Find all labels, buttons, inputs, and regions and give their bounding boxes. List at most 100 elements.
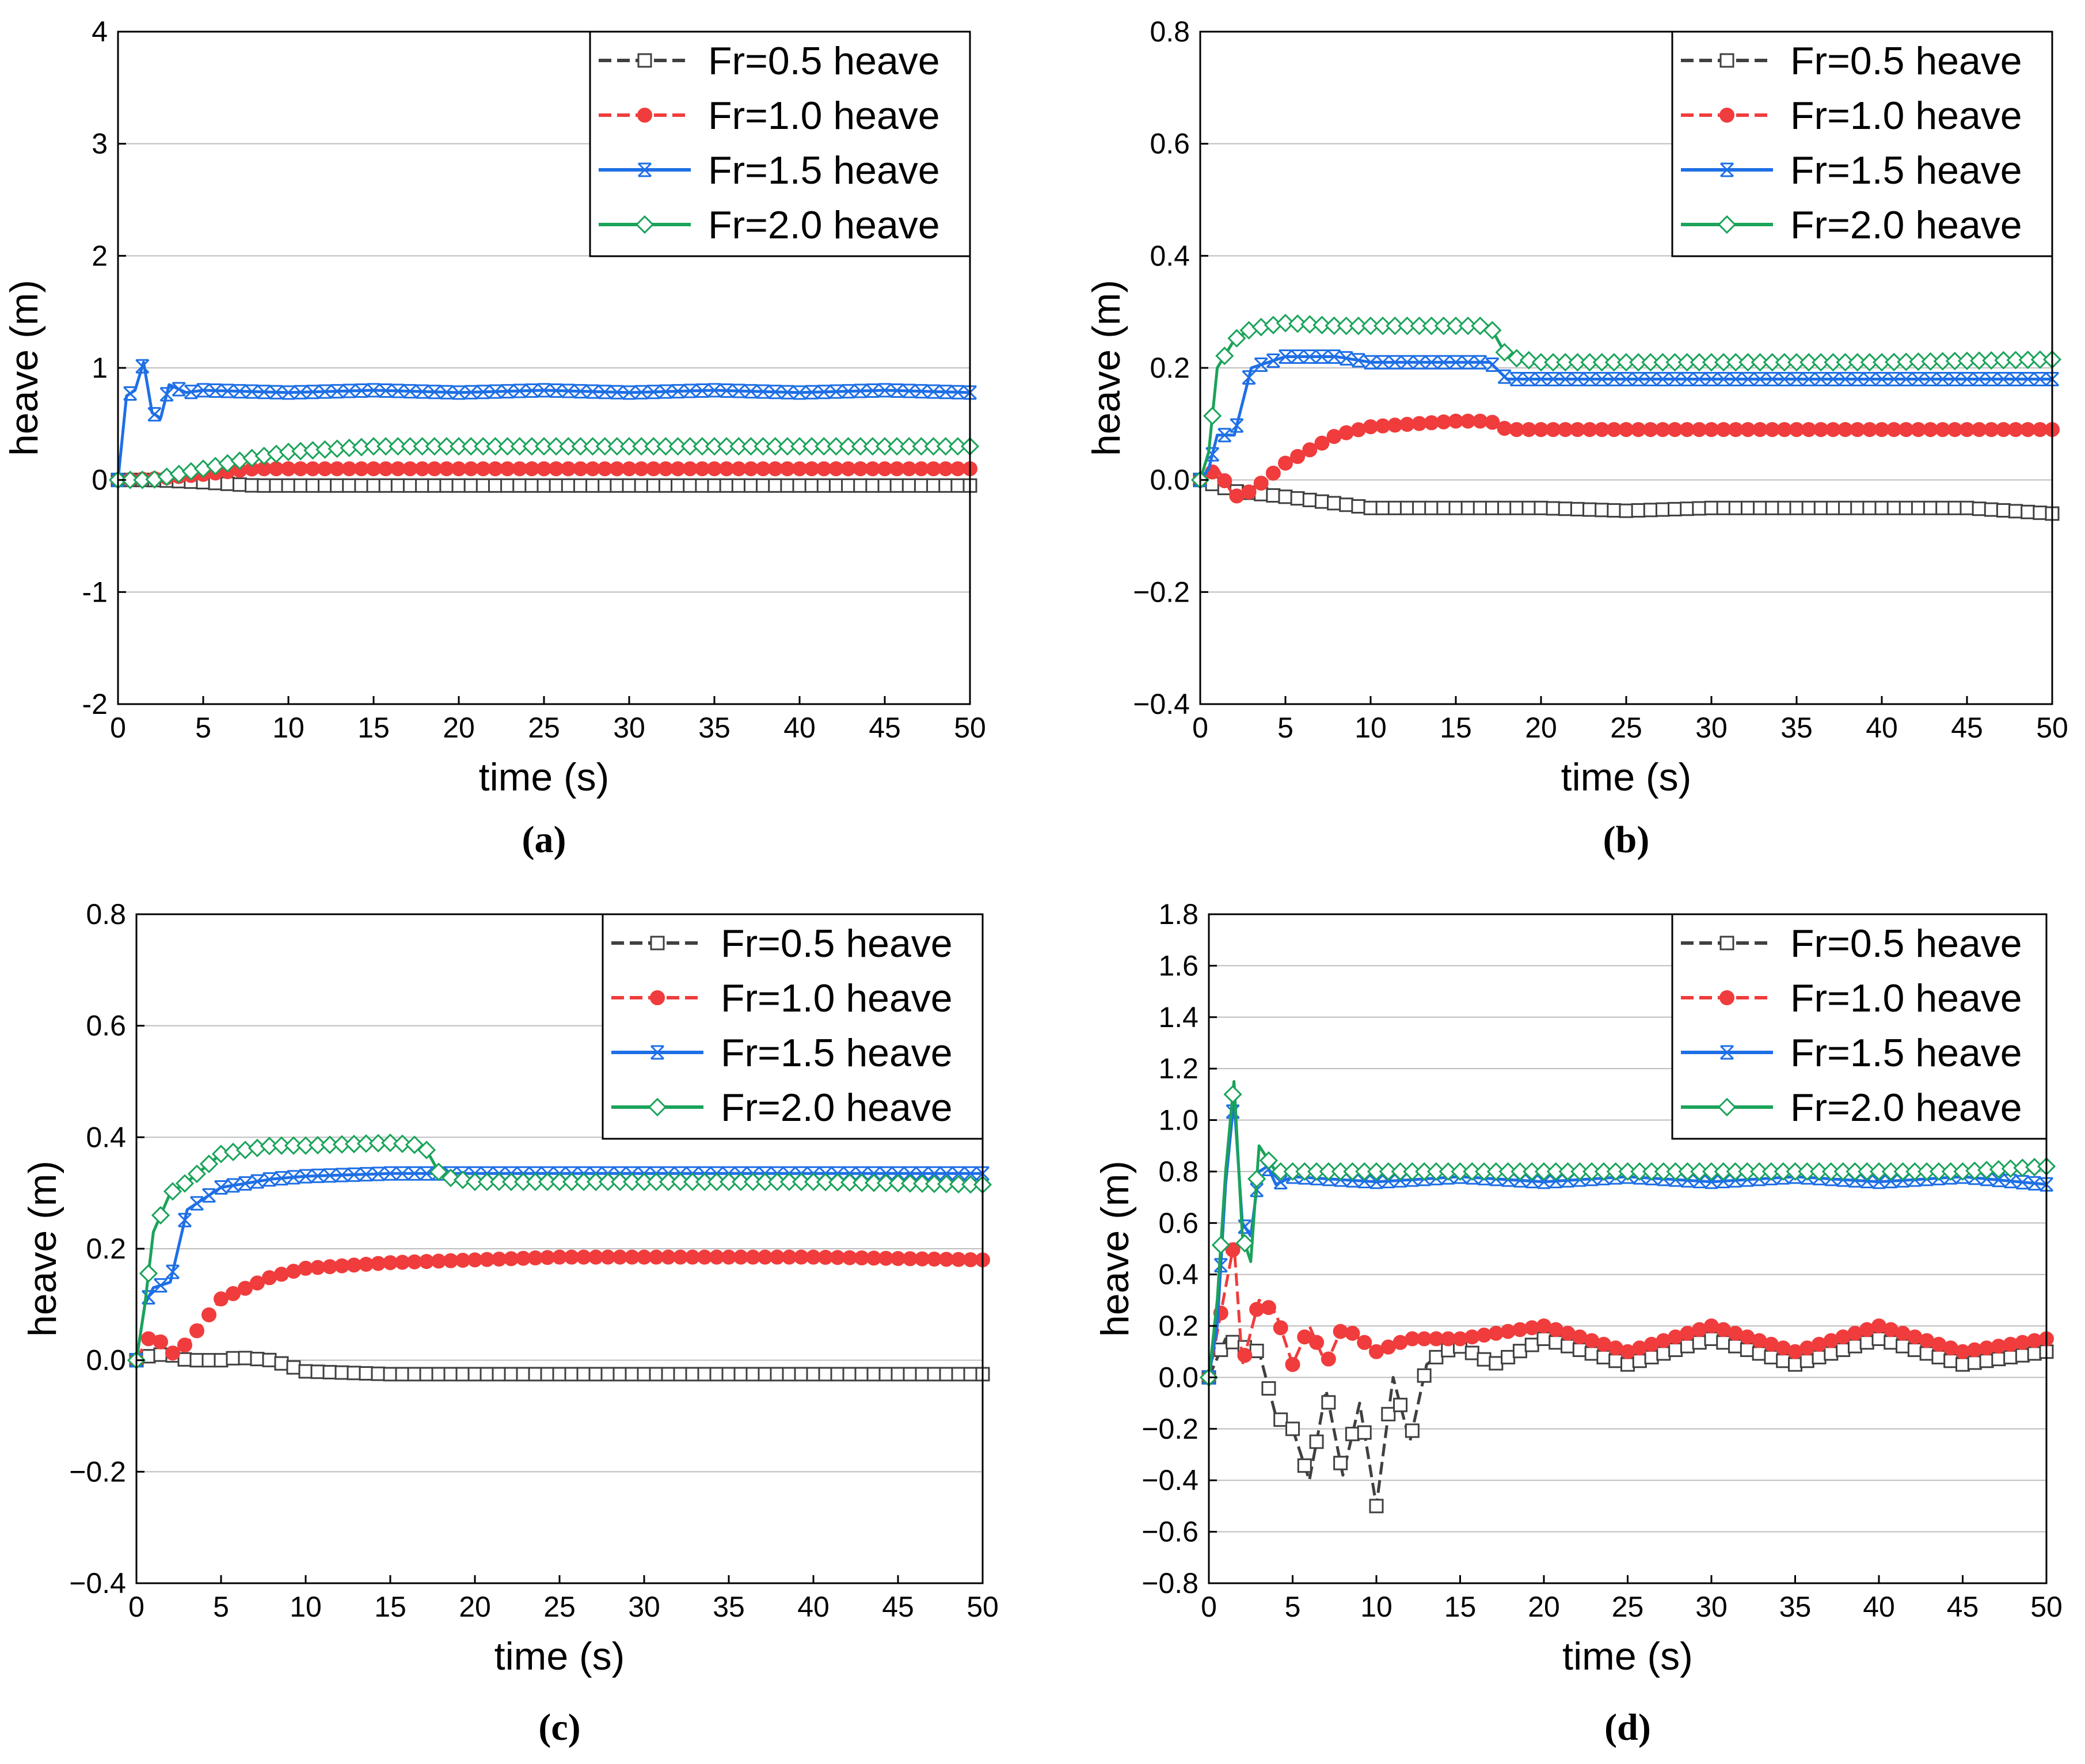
data-point bbox=[668, 437, 687, 456]
y-tick-label: 0.0 bbox=[1150, 464, 1190, 496]
data-point bbox=[407, 1367, 422, 1382]
data-point bbox=[1774, 1162, 1793, 1181]
data-point bbox=[610, 385, 624, 400]
data-point bbox=[1899, 371, 1913, 386]
data-point bbox=[1471, 316, 1490, 336]
data-point bbox=[574, 1172, 593, 1191]
data-point bbox=[1315, 349, 1329, 364]
data-point bbox=[1288, 314, 1307, 333]
data-point bbox=[915, 1166, 930, 1181]
data-point bbox=[549, 478, 564, 493]
x-tick-label: 35 bbox=[1779, 1591, 1812, 1623]
data-point bbox=[1907, 1343, 1922, 1358]
legend-entry: Fr=1.0 heave bbox=[708, 94, 940, 138]
y-axis-label: heave (m) bbox=[2, 280, 46, 456]
data-point bbox=[437, 437, 456, 456]
data-point bbox=[1618, 1162, 1637, 1181]
data-point bbox=[524, 383, 539, 398]
data-point bbox=[1485, 415, 1500, 430]
data-point bbox=[1327, 349, 1341, 364]
data-point bbox=[1799, 1354, 1814, 1368]
data-point bbox=[924, 437, 943, 456]
data-point bbox=[1568, 353, 1587, 372]
x-tick-label: 20 bbox=[1525, 712, 1557, 744]
data-point bbox=[475, 478, 490, 493]
data-point bbox=[561, 383, 576, 398]
x-axis-label: time (s) bbox=[479, 755, 610, 799]
data-point bbox=[1278, 455, 1293, 471]
data-point bbox=[1740, 500, 1755, 515]
data-point bbox=[429, 1162, 448, 1181]
data-point bbox=[463, 478, 478, 493]
data-point bbox=[816, 478, 831, 493]
data-point bbox=[802, 437, 821, 456]
x-tick-label: 35 bbox=[1780, 712, 1813, 744]
x-tick-label: 5 bbox=[1277, 712, 1293, 744]
data-point bbox=[839, 437, 858, 456]
data-point bbox=[878, 1367, 893, 1382]
data-point bbox=[1314, 494, 1329, 509]
data-point bbox=[1203, 406, 1222, 425]
data-point bbox=[1338, 425, 1354, 440]
chart-panel-d: 0 5 10 15 20 25 30 35 40 45 50 −0.8 −0.6 −0.4 −0.2 0.0 0… bbox=[1093, 898, 2063, 1748]
data-point bbox=[272, 1136, 291, 1155]
data-point bbox=[1836, 1343, 1851, 1358]
data-point bbox=[1534, 500, 1548, 515]
data-point bbox=[891, 1166, 905, 1181]
data-point bbox=[451, 478, 466, 493]
data-point bbox=[888, 437, 907, 456]
legend-marker bbox=[650, 1045, 665, 1060]
y-tick-label: 0.8 bbox=[1150, 16, 1190, 48]
data-point bbox=[1752, 1346, 1767, 1361]
data-point bbox=[877, 478, 892, 493]
data-point bbox=[378, 478, 393, 493]
data-point bbox=[1524, 1337, 1539, 1352]
legend-entry: Fr=0.5 heave bbox=[1790, 922, 2022, 965]
data-point bbox=[347, 1366, 362, 1381]
data-point bbox=[1381, 1406, 1396, 1421]
data-point bbox=[1996, 503, 2011, 518]
data-point bbox=[2021, 504, 2035, 519]
y-tick-label: 0.4 bbox=[86, 1121, 126, 1153]
data-point bbox=[1393, 1397, 1408, 1412]
data-point bbox=[915, 1367, 930, 1382]
data-point bbox=[693, 437, 712, 456]
data-point bbox=[1825, 500, 1840, 515]
data-point bbox=[1763, 353, 1782, 372]
data-point bbox=[172, 382, 186, 397]
data-point bbox=[1631, 503, 1646, 518]
legend-entry: Fr=1.5 heave bbox=[1790, 149, 2022, 192]
data-point bbox=[1309, 1335, 1325, 1350]
y-axis-label: heave (m) bbox=[21, 1161, 64, 1337]
data-point bbox=[950, 478, 965, 493]
data-point bbox=[1367, 1162, 1386, 1181]
data-point bbox=[1570, 501, 1585, 516]
legend-marker bbox=[1719, 990, 1734, 1005]
data-point bbox=[888, 1174, 908, 1193]
data-point bbox=[1429, 1349, 1444, 1364]
data-point bbox=[2021, 371, 2035, 386]
data-point bbox=[2033, 505, 2048, 520]
legend-entry: Fr=2.0 heave bbox=[721, 1086, 953, 1130]
data-point bbox=[902, 383, 916, 398]
data-point bbox=[900, 1174, 920, 1193]
data-point bbox=[766, 437, 785, 456]
x-tick-label: 5 bbox=[213, 1591, 229, 1623]
data-point bbox=[238, 1351, 253, 1366]
data-point bbox=[1451, 1162, 1470, 1181]
data-point bbox=[153, 1278, 168, 1293]
data-point bbox=[1325, 316, 1344, 335]
data-point bbox=[501, 1172, 521, 1191]
data-point bbox=[547, 437, 566, 456]
data-point bbox=[1227, 329, 1246, 348]
data-point bbox=[600, 1367, 615, 1382]
data-point bbox=[1582, 502, 1597, 517]
series-line-3 bbox=[135, 1172, 983, 1361]
data-point bbox=[419, 1166, 434, 1181]
data-point bbox=[269, 385, 283, 400]
legend-marker bbox=[1719, 1045, 1734, 1060]
data-point bbox=[402, 478, 417, 493]
data-point bbox=[1909, 352, 1928, 371]
data-point bbox=[1473, 355, 1487, 370]
data-point bbox=[866, 1367, 881, 1382]
